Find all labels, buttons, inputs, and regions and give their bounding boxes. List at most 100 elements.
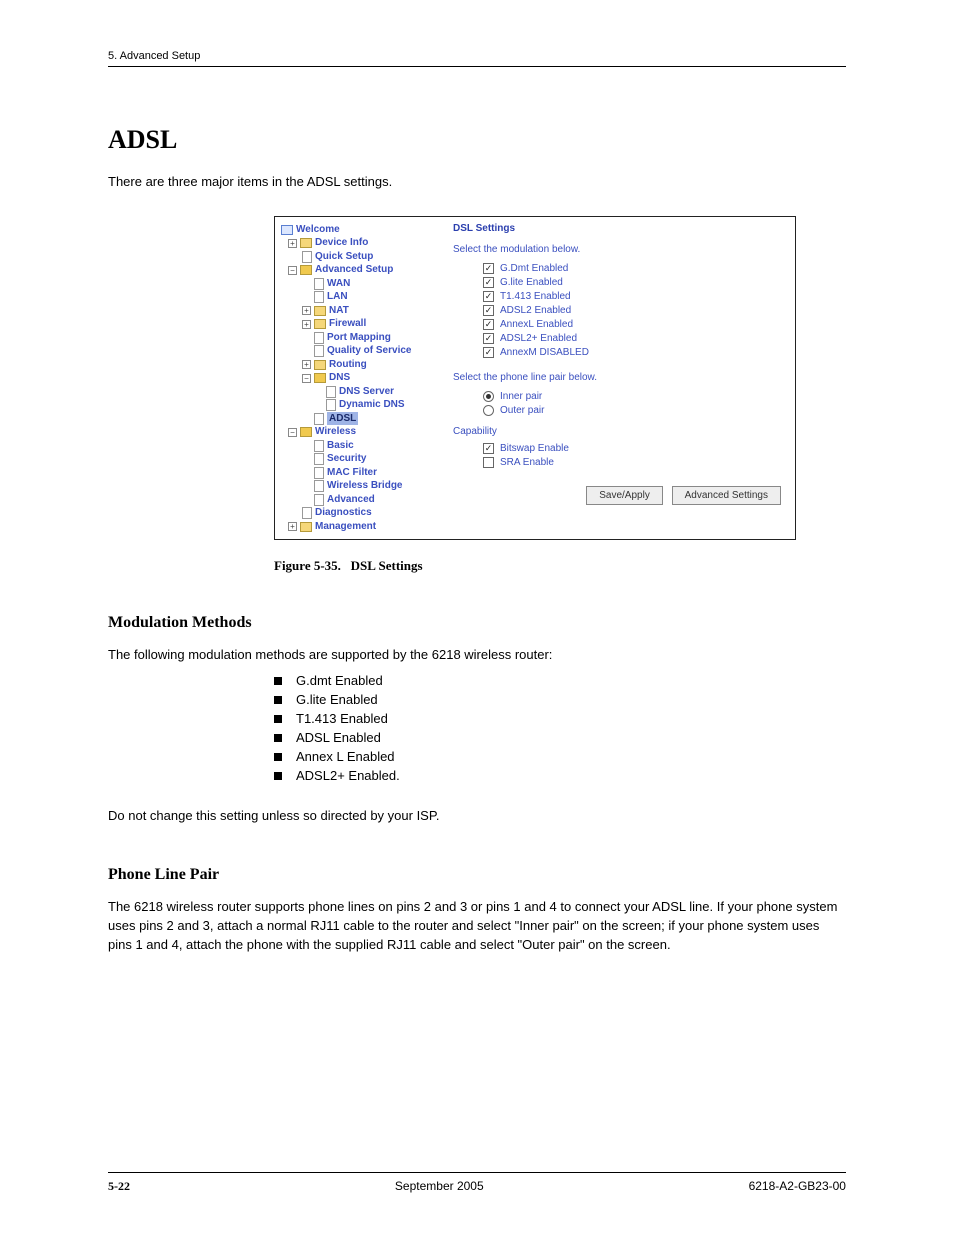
list-item: T1.413 Enabled bbox=[274, 711, 846, 726]
running-header: 5. Advanced Setup bbox=[108, 50, 846, 62]
page-icon bbox=[302, 251, 312, 263]
checkbox-annexm[interactable] bbox=[483, 347, 494, 358]
phone-line-body: The 6218 wireless router supports phone … bbox=[108, 898, 846, 955]
folder-icon bbox=[314, 306, 326, 316]
save-apply-button[interactable]: Save/Apply bbox=[586, 486, 663, 505]
header-rule bbox=[108, 66, 846, 67]
phone-line-heading: Phone Line Pair bbox=[108, 866, 846, 884]
footer-doc-id: 6218-A2-GB23-00 bbox=[749, 1179, 846, 1194]
tree-firewall[interactable]: Firewall bbox=[329, 317, 366, 331]
page-icon bbox=[326, 399, 336, 411]
expander-icon[interactable]: − bbox=[288, 266, 297, 275]
folder-icon bbox=[300, 238, 312, 248]
label-adsl2p: ADSL2+ Enabled bbox=[500, 333, 577, 344]
expander-icon[interactable]: − bbox=[302, 374, 311, 383]
label-bitswap: Bitswap Enable bbox=[500, 443, 569, 454]
expander-icon[interactable]: + bbox=[302, 306, 311, 315]
label-glite: G.lite Enabled bbox=[500, 277, 563, 288]
tree-dns[interactable]: DNS bbox=[329, 371, 350, 385]
tree-basic[interactable]: Basic bbox=[327, 439, 354, 453]
footer-date: September 2005 bbox=[395, 1179, 484, 1194]
tree-wan[interactable]: WAN bbox=[327, 277, 350, 291]
page-footer: 5-22 September 2005 6218-A2-GB23-00 bbox=[108, 1172, 846, 1194]
list-item: G.lite Enabled bbox=[274, 692, 846, 707]
dsl-settings-figure: Welcome + Device Info Quick Setup − Advanc… bbox=[274, 216, 796, 541]
tree-wireless-bridge[interactable]: Wireless Bridge bbox=[327, 479, 403, 493]
tree-device-info[interactable]: Device Info bbox=[315, 236, 368, 250]
dsl-settings-pane: DSL Settings Select the modulation below… bbox=[443, 217, 795, 540]
expander-icon[interactable]: + bbox=[302, 360, 311, 369]
intro-paragraph: There are three major items in the ADSL … bbox=[108, 173, 846, 192]
folder-icon bbox=[314, 319, 326, 329]
checkbox-sra[interactable] bbox=[483, 457, 494, 468]
page-icon bbox=[314, 291, 324, 303]
page-icon bbox=[314, 453, 324, 465]
tree-welcome[interactable]: Welcome bbox=[296, 223, 340, 237]
label-sra: SRA Enable bbox=[500, 457, 554, 468]
checkbox-adsl2p[interactable] bbox=[483, 333, 494, 344]
page-icon bbox=[314, 413, 324, 425]
checkbox-bitswap[interactable] bbox=[483, 443, 494, 454]
radio-inner-pair[interactable] bbox=[483, 391, 494, 402]
figure-number: Figure 5-35. bbox=[274, 558, 341, 573]
nav-tree: Welcome + Device Info Quick Setup − Advanc… bbox=[275, 217, 443, 540]
figure-title: DSL Settings bbox=[351, 558, 423, 573]
page-icon bbox=[314, 494, 324, 506]
list-item: G.dmt Enabled bbox=[274, 673, 846, 688]
tree-nat[interactable]: NAT bbox=[329, 304, 349, 318]
tree-dns-server[interactable]: DNS Server bbox=[339, 385, 394, 399]
tree-advanced-setup[interactable]: Advanced Setup bbox=[315, 263, 393, 277]
page-icon bbox=[314, 440, 324, 452]
tree-qos[interactable]: Quality of Service bbox=[327, 344, 411, 358]
tree-adsl[interactable]: ADSL bbox=[327, 412, 358, 426]
advanced-settings-button[interactable]: Advanced Settings bbox=[672, 486, 781, 505]
label-outer-pair: Outer pair bbox=[500, 405, 544, 416]
folder-open-icon bbox=[300, 427, 312, 437]
tree-diagnostics[interactable]: Diagnostics bbox=[315, 506, 372, 520]
checkbox-glite[interactable] bbox=[483, 277, 494, 288]
label-gdmt: G.Dmt Enabled bbox=[500, 263, 568, 274]
tree-port-mapping[interactable]: Port Mapping bbox=[327, 331, 391, 345]
select-pair-label: Select the phone line pair below. bbox=[453, 372, 787, 383]
tree-advanced[interactable]: Advanced bbox=[327, 493, 375, 507]
page-icon bbox=[314, 480, 324, 492]
label-annexl: AnnexL Enabled bbox=[500, 319, 573, 330]
page-icon bbox=[314, 332, 324, 344]
checkbox-adsl2[interactable] bbox=[483, 305, 494, 316]
folder-open-icon bbox=[314, 373, 326, 383]
page-icon bbox=[314, 345, 324, 357]
label-inner-pair: Inner pair bbox=[500, 391, 542, 402]
label-annexm: AnnexM DISABLED bbox=[500, 347, 589, 358]
page-icon bbox=[314, 467, 324, 479]
welcome-icon bbox=[281, 225, 293, 235]
tree-wireless[interactable]: Wireless bbox=[315, 425, 356, 439]
checkbox-gdmt[interactable] bbox=[483, 263, 494, 274]
folder-icon bbox=[314, 360, 326, 370]
tree-quick-setup[interactable]: Quick Setup bbox=[315, 250, 373, 264]
tree-management[interactable]: Management bbox=[315, 520, 376, 534]
expander-icon[interactable]: + bbox=[302, 320, 311, 329]
page-title: ADSL bbox=[108, 125, 846, 155]
tree-mac-filter[interactable]: MAC Filter bbox=[327, 466, 377, 480]
list-item: Annex L Enabled bbox=[274, 749, 846, 764]
tree-routing[interactable]: Routing bbox=[329, 358, 367, 372]
tree-security[interactable]: Security bbox=[327, 452, 366, 466]
checkbox-annexl[interactable] bbox=[483, 319, 494, 330]
checkbox-t1413[interactable] bbox=[483, 291, 494, 302]
modulation-note: Do not change this setting unless so dir… bbox=[108, 807, 846, 826]
list-item: ADSL Enabled bbox=[274, 730, 846, 745]
radio-outer-pair[interactable] bbox=[483, 405, 494, 416]
modulation-lead: The following modulation methods are sup… bbox=[108, 646, 846, 665]
list-item: ADSL2+ Enabled. bbox=[274, 768, 846, 783]
page-icon bbox=[314, 278, 324, 290]
expander-icon[interactable]: − bbox=[288, 428, 297, 437]
tree-dynamic-dns[interactable]: Dynamic DNS bbox=[339, 398, 405, 412]
tree-lan[interactable]: LAN bbox=[327, 290, 348, 304]
expander-icon[interactable]: + bbox=[288, 239, 297, 248]
expander-icon[interactable]: + bbox=[288, 522, 297, 531]
capability-label: Capability bbox=[453, 426, 787, 437]
modulation-heading: Modulation Methods bbox=[108, 614, 846, 632]
label-adsl2: ADSL2 Enabled bbox=[500, 305, 571, 316]
page-number: 5-22 bbox=[108, 1179, 130, 1194]
page-icon bbox=[302, 507, 312, 519]
